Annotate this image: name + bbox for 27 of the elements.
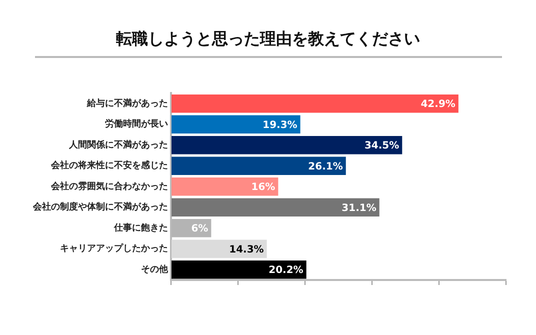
data-label: 42.9% — [420, 99, 456, 110]
y-tick-label: 会社の制度や体制に不満があった — [32, 202, 168, 213]
chart-title: 転職しようと思った理由を教えてください — [116, 28, 420, 48]
bar — [172, 115, 300, 134]
data-label: 20.2% — [268, 265, 304, 276]
y-tick-label: 会社の将来性に不安を感じた — [50, 160, 168, 172]
bar — [172, 198, 380, 216]
y-tick-label: キャリアアップしたかった — [60, 243, 168, 254]
data-label: 19.3% — [262, 120, 298, 131]
bar — [172, 136, 402, 154]
bar — [172, 177, 278, 196]
bar — [172, 260, 306, 279]
data-label: 26.1% — [308, 161, 343, 172]
data-label: 31.1% — [342, 202, 376, 214]
y-tick-label: 仕事に飽きた — [113, 222, 168, 234]
y-tick-label: 給与に不満があった — [86, 98, 168, 109]
data-label: 34.5% — [364, 140, 400, 152]
y-tick-label: 人間関係に不満があった — [68, 139, 168, 150]
data-label: 6% — [191, 224, 208, 235]
y-tick-label: その他 — [141, 264, 169, 275]
data-label: 14.3% — [229, 244, 264, 256]
y-tick-label: 労働時間が長い — [105, 118, 168, 130]
bar — [172, 94, 458, 113]
y-tick-label: 会社の雰囲気に合わなかった — [50, 180, 168, 192]
bar — [172, 156, 346, 175]
bar — [172, 240, 267, 258]
data-label: 16% — [251, 182, 276, 194]
